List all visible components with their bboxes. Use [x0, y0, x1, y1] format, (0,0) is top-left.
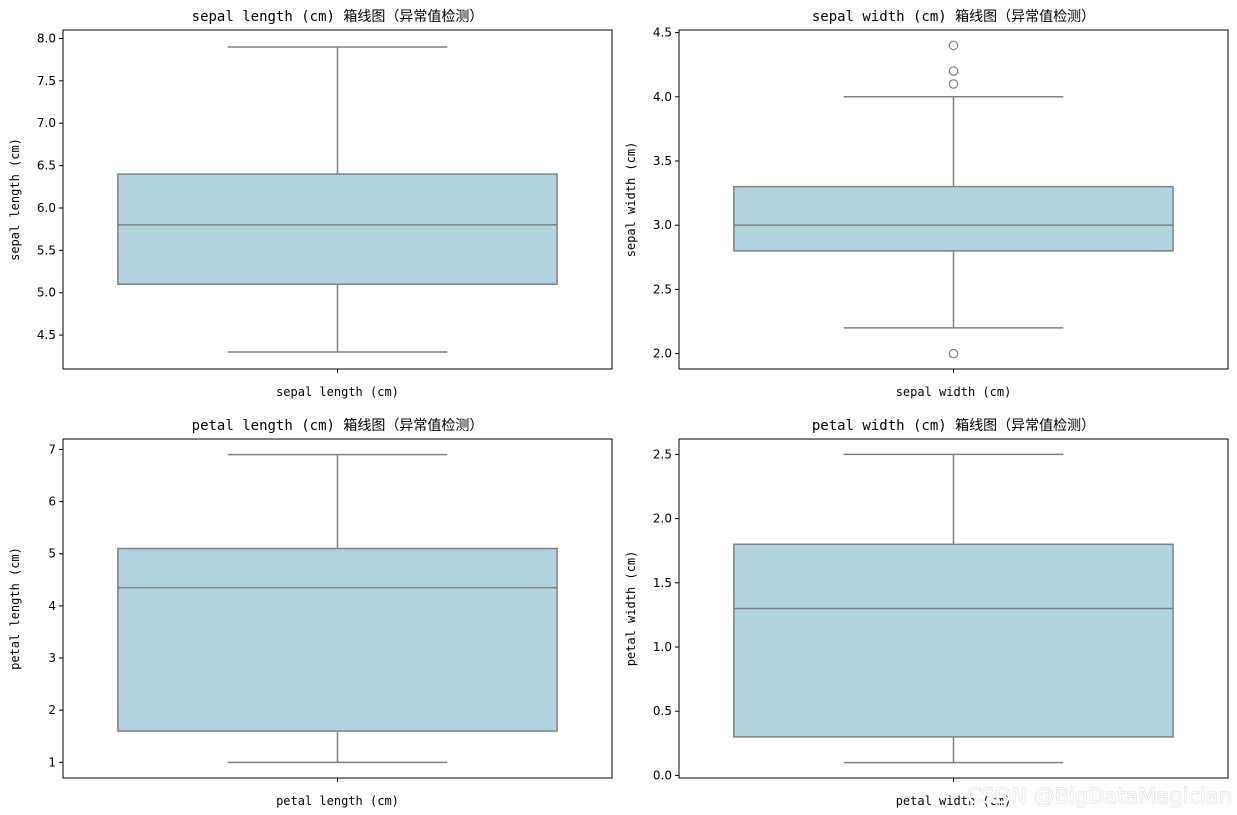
- y-tick-label: 4.5: [653, 26, 672, 40]
- y-axis-label: petal width (cm): [624, 551, 638, 667]
- iqr-box: [733, 185, 1174, 252]
- chart-title: petal width (cm) 箱线图（异常值检测）: [812, 418, 1095, 434]
- y-tick-label: 6.0: [37, 201, 56, 215]
- y-tick-label: 5: [48, 547, 56, 561]
- chart-title: sepal width (cm) 箱线图（异常值检测）: [812, 9, 1095, 25]
- y-tick-label: 5.5: [37, 243, 56, 257]
- y-tick-label: 4.0: [653, 90, 672, 104]
- y-tick-label: 2: [48, 703, 56, 717]
- y-tick-label: 1.0: [653, 640, 672, 654]
- y-tick-label: 4.5: [37, 328, 56, 342]
- y-tick-label: 2.5: [653, 447, 672, 461]
- y-tick-label: 6.5: [37, 159, 56, 173]
- outlier-point: [948, 348, 959, 359]
- chart-title: petal length (cm) 箱线图（异常值检测）: [192, 418, 484, 434]
- y-tick-label: 3: [48, 651, 56, 665]
- y-tick-label: 8.0: [37, 31, 56, 45]
- outlier-point: [948, 79, 959, 89]
- y-tick-label: 3.5: [653, 154, 672, 168]
- chart-panel-2: 2.0 2.5 3.0 3.5 4.0 4.5 sepal width (cm) 箱线图（异…: [624, 9, 1229, 399]
- y-tick-label: 6: [48, 495, 56, 509]
- iqr-box: [117, 173, 558, 285]
- x-axis-label: petal width (cm): [896, 794, 1012, 808]
- y-tick-label: 1: [48, 755, 56, 769]
- y-tick-label: 2.5: [653, 282, 672, 296]
- y-tick-label: 2.0: [653, 512, 672, 526]
- y-tick-label: 0.5: [653, 704, 672, 718]
- chart-panel-4: 0.0 0.5 1.0 1.5 2.0 2.5 petal width (cm) 箱线图（异…: [624, 418, 1229, 808]
- y-tick-label: 5.0: [37, 286, 56, 300]
- y-tick-label: 2.0: [653, 347, 672, 361]
- y-axis-label: sepal width (cm): [624, 142, 638, 258]
- x-axis-label: sepal length (cm): [276, 385, 399, 399]
- y-tick-label: 7.0: [37, 116, 56, 130]
- chart-panel-1: 4.5 5.0 5.5 6.0 6.5 7.0 7.5 8.0 sepal length (cm…: [8, 9, 613, 399]
- outlier-point: [948, 40, 959, 51]
- y-axis-label: sepal length (cm): [8, 138, 22, 261]
- x-axis-label: petal length (cm): [276, 794, 399, 808]
- watermark: CSDN @BigDataMagician: [967, 784, 1232, 808]
- outlier-point: [948, 66, 959, 76]
- y-tick-label: 0.0: [653, 768, 672, 782]
- x-axis-label: sepal width (cm): [896, 385, 1012, 399]
- iqr-box: [117, 547, 558, 732]
- y-tick-label: 7.5: [37, 74, 56, 88]
- y-tick-label: 1.5: [653, 576, 672, 590]
- y-axis-label: petal length (cm): [8, 547, 22, 670]
- y-tick-label: 4: [48, 599, 56, 613]
- iqr-box: [733, 543, 1174, 738]
- y-tick-label: 7: [48, 442, 56, 456]
- chart-title: sepal length (cm) 箱线图（异常值检测）: [192, 9, 484, 25]
- chart-panel-3: 1 2 3 4 5 6 7 petal length (cm) 箱线图（异常值检测） petal…: [8, 418, 613, 808]
- y-tick-label: 3.0: [653, 218, 672, 232]
